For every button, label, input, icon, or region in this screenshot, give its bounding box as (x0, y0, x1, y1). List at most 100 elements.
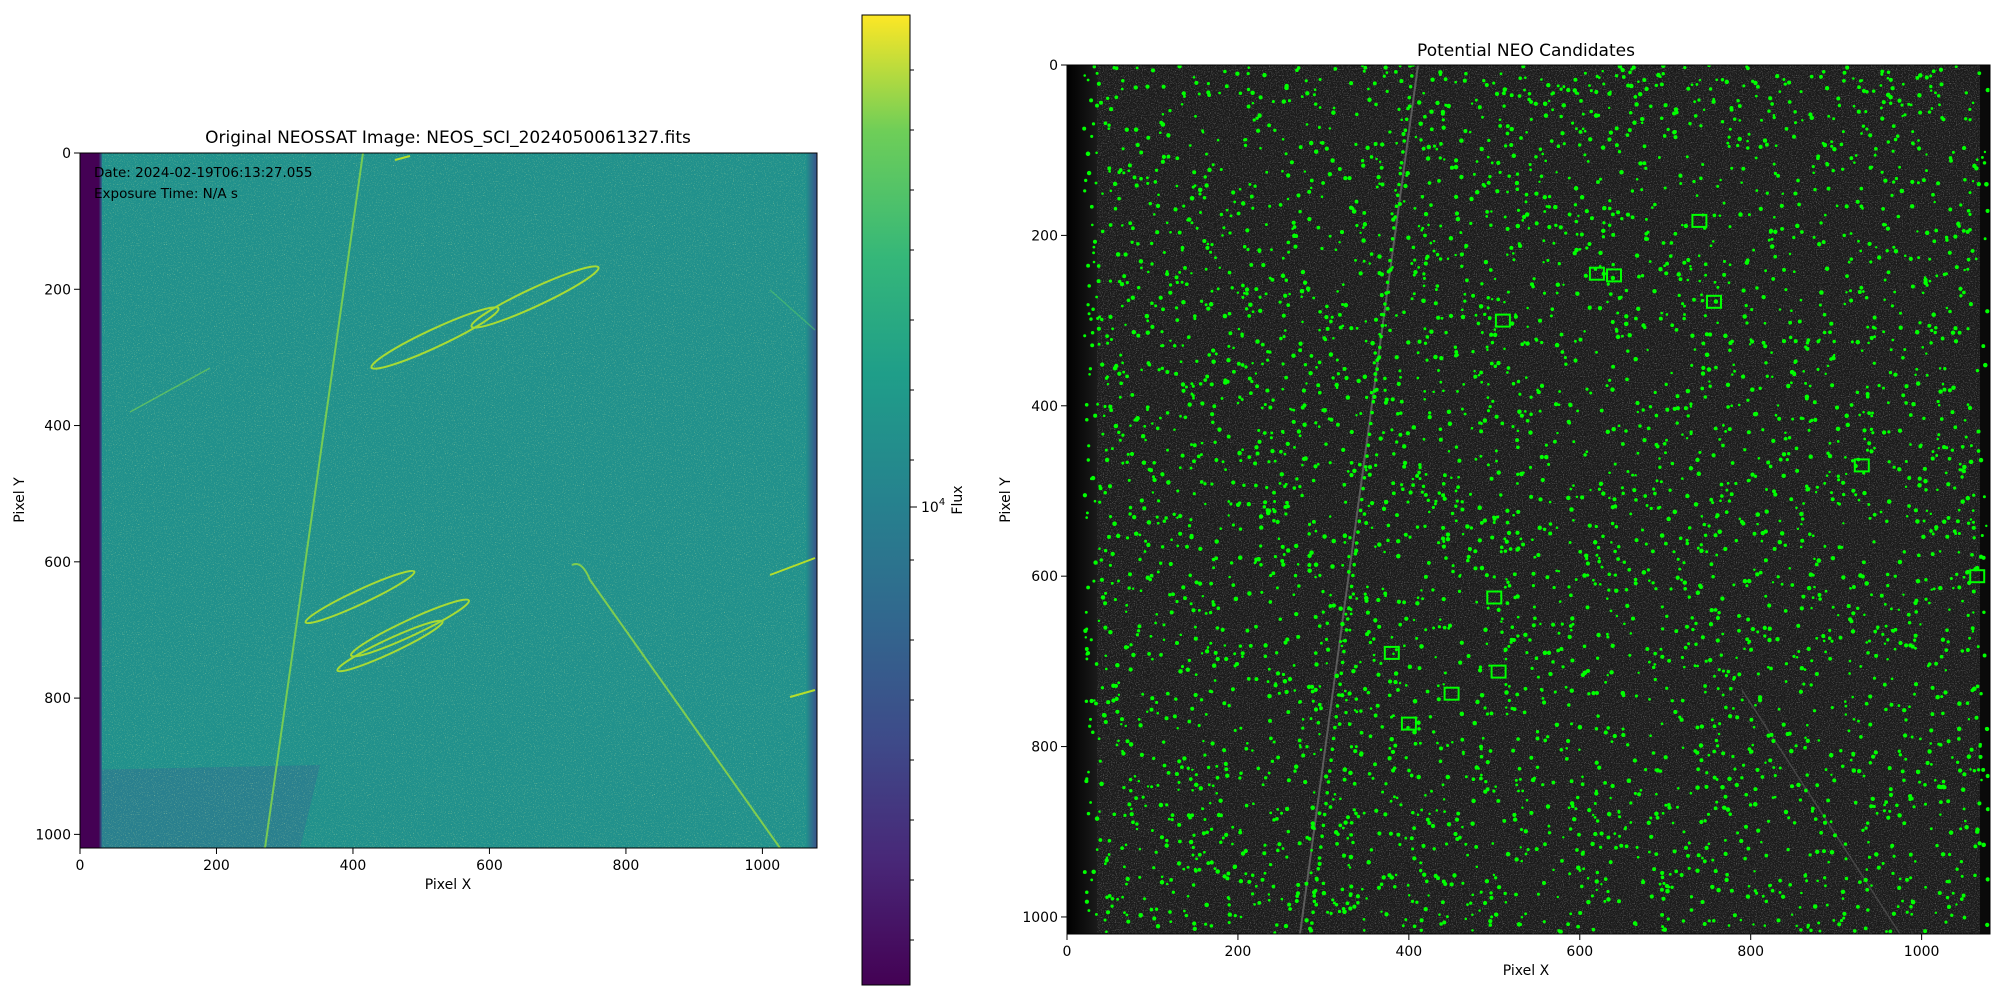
candidate-dot (1734, 782, 1739, 788)
candidate-dot (1764, 142, 1769, 147)
candidate-dot (1594, 726, 1599, 731)
candidate-dot (1480, 773, 1483, 777)
candidate-dot (1259, 146, 1262, 150)
candidate-dot (1441, 544, 1446, 549)
candidate-dot (1432, 249, 1436, 253)
candidate-dot (1566, 419, 1571, 424)
candidate-dot (1910, 899, 1914, 902)
candidate-dot (1738, 119, 1742, 122)
candidate-dot (1276, 848, 1280, 853)
candidate-dot (1247, 314, 1252, 318)
candidate-dot (1897, 704, 1901, 708)
candidate-dot (1359, 730, 1364, 735)
candidate-dot (1685, 436, 1689, 440)
candidate-dot (1305, 123, 1309, 126)
candidate-dot (1105, 910, 1111, 915)
candidate-dot (1808, 454, 1813, 459)
candidate-dot (1919, 443, 1923, 447)
candidate-dot (1645, 237, 1650, 241)
candidate-dot (1166, 480, 1171, 485)
candidate-dot (1155, 230, 1160, 235)
candidate-dot (1728, 812, 1732, 816)
candidate-dot (1888, 787, 1893, 792)
candidate-dot (1746, 430, 1751, 435)
candidate-dot (1582, 644, 1587, 649)
candidate-dot (1756, 672, 1760, 676)
candidate-dot (1627, 332, 1632, 338)
candidate-dot (1772, 489, 1776, 494)
candidate-dot (1889, 101, 1893, 105)
candidate-dot (1477, 105, 1482, 110)
candidate-dot (1673, 107, 1679, 112)
candidate-dot (1182, 756, 1187, 761)
candidate-dot (1925, 509, 1929, 513)
candidate-dot (1379, 293, 1384, 298)
candidate-dot (1847, 260, 1851, 264)
candidate-dot (1318, 573, 1322, 577)
candidate-dot (1824, 768, 1828, 772)
candidate-dot (1937, 446, 1941, 450)
candidate-dot (1900, 103, 1904, 107)
candidate-dot (1486, 396, 1490, 399)
candidate-dot (1447, 626, 1451, 630)
candidate-dot (1719, 482, 1724, 487)
candidate-dot (1088, 367, 1093, 371)
candidate-dot (1415, 601, 1420, 606)
candidate-dot (1186, 894, 1190, 898)
candidate-dot (1821, 240, 1826, 245)
candidate-dot (1722, 424, 1725, 427)
candidate-dot (1812, 709, 1817, 713)
candidate-dot (1374, 378, 1378, 382)
candidate-dot (1610, 521, 1615, 526)
candidate-dot (1575, 795, 1580, 800)
candidate-dot (1725, 382, 1731, 387)
candidate-dot (1601, 69, 1604, 73)
candidate-dot (1768, 464, 1773, 469)
candidate-dot (1442, 473, 1447, 478)
candidate-dot (1360, 887, 1364, 891)
candidate-dot (1603, 899, 1607, 903)
candidate-dot (1463, 299, 1467, 303)
candidate-dot (1244, 365, 1248, 369)
candidate-dot (1640, 116, 1645, 122)
candidate-dot (1109, 189, 1113, 193)
candidate-dot (1531, 623, 1536, 628)
candidate-dot (1842, 78, 1846, 83)
candidate-dot (1758, 386, 1762, 391)
candidate-dot (1429, 241, 1433, 245)
candidate-dot (1573, 186, 1579, 191)
candidate-dot (1329, 593, 1332, 597)
candidate-dot (1966, 267, 1970, 271)
candidate-dot (1391, 491, 1396, 496)
candidate-dot (1112, 521, 1117, 526)
candidate-dot (1787, 100, 1792, 104)
candidate-dot (1704, 352, 1710, 358)
candidate-dot (1170, 813, 1175, 818)
candidate-dot (1658, 457, 1661, 460)
candidate-dot (1335, 842, 1339, 846)
candidate-dot (1344, 375, 1349, 381)
candidate-dot (1251, 361, 1254, 365)
candidate-dot (1950, 448, 1955, 452)
colorbar-label: Flux (950, 485, 966, 514)
candidate-dot (1633, 94, 1638, 99)
candidate-dot (1863, 437, 1867, 441)
candidate-dot (1953, 234, 1958, 239)
candidate-dot (1263, 871, 1267, 875)
candidate-dot (1767, 238, 1771, 242)
candidate-dot (1283, 923, 1289, 929)
candidate-dot (1324, 801, 1328, 806)
candidate-dot (1103, 625, 1108, 630)
candidate-dot (1138, 557, 1142, 562)
candidate-dot (1555, 569, 1558, 573)
candidate-dot (1215, 791, 1219, 795)
candidate-dot (1583, 129, 1587, 133)
candidate-dot (1590, 894, 1594, 898)
candidate-dot (1928, 601, 1931, 605)
candidate-dot (1089, 98, 1094, 103)
candidate-dot (1206, 82, 1210, 86)
candidate-dot (1962, 575, 1966, 579)
candidate-dot (1186, 335, 1191, 339)
candidate-dot (1104, 858, 1109, 863)
candidate-dot (1945, 238, 1949, 242)
